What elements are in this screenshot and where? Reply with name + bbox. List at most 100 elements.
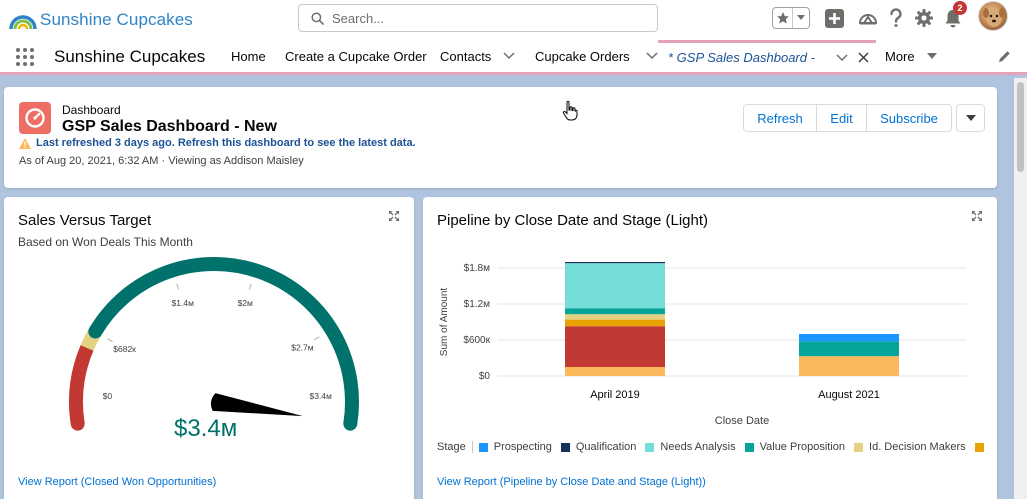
legend-label: Value Proposition xyxy=(759,441,846,453)
nav-item-cupcake-orders[interactable]: Cupcake Orders xyxy=(535,40,658,72)
chevron-down-icon[interactable] xyxy=(836,53,848,62)
favorites-menu-button[interactable] xyxy=(793,8,809,28)
bar-segment[interactable] xyxy=(565,326,665,367)
favorites-button[interactable] xyxy=(773,8,793,28)
as-of-timestamp: As of Aug 20, 2021, 6:32 AM · Viewing as… xyxy=(19,155,304,167)
nav-item-contacts[interactable]: Contacts xyxy=(440,40,515,72)
edit-button[interactable]: Edit xyxy=(817,105,867,131)
legend-label: Prospecting xyxy=(493,441,552,453)
nav-item-label: Create a Cupcake Order xyxy=(285,48,427,64)
x-axis-title: Close Date xyxy=(715,415,769,427)
bar-segment[interactable] xyxy=(565,314,665,320)
widget-title: Sales Versus Target xyxy=(18,212,152,229)
tab-label: * GSP Sales Dashboard - ... xyxy=(668,50,818,65)
mouse-cursor-icon xyxy=(562,100,578,126)
expand-icon[interactable] xyxy=(388,209,402,223)
chevron-down-icon[interactable] xyxy=(646,52,658,60)
legend-item[interactable] xyxy=(974,442,990,452)
bar-segment[interactable] xyxy=(799,334,899,342)
y-axis-title: Sum of Amount xyxy=(439,288,450,357)
gauge-value: $3.4м xyxy=(174,415,238,442)
close-icon[interactable] xyxy=(858,52,869,63)
legend-label: Needs Analysis xyxy=(660,441,736,453)
brand-logo-text: Sunshine Cupcakes xyxy=(40,10,193,29)
brand-logo[interactable]: Sunshine Cupcakes xyxy=(8,4,193,36)
legend-swatch xyxy=(645,442,655,452)
refresh-button[interactable]: Refresh xyxy=(744,105,817,131)
edit-nav-button[interactable] xyxy=(998,50,1011,68)
app-launcher-icon[interactable] xyxy=(16,48,34,66)
bar-segment[interactable] xyxy=(565,367,665,376)
nav-more-menu[interactable]: More xyxy=(885,40,937,72)
nav-item-label: Home xyxy=(231,48,266,64)
chevron-down-icon xyxy=(797,15,805,20)
app-nav-bar: Sunshine Cupcakes Home Create a Cupcake … xyxy=(0,40,1027,75)
global-search[interactable] xyxy=(298,4,658,32)
bar-segment[interactable] xyxy=(565,308,665,315)
gauge-tick xyxy=(314,336,320,341)
search-input[interactable] xyxy=(332,10,632,26)
nav-more-label: More xyxy=(885,48,915,64)
caret-down-icon xyxy=(965,115,976,121)
bar-segment[interactable] xyxy=(565,263,665,309)
gear-icon xyxy=(915,9,933,27)
view-report-link[interactable]: View Report (Closed Won Opportunities) xyxy=(18,476,217,488)
dashboard-header: Dashboard GSP Sales Dashboard - New Last… xyxy=(4,87,997,188)
view-report-link[interactable]: View Report (Pipeline by Close Date and … xyxy=(437,476,706,488)
nav-item-create-cupcake-order[interactable]: Create a Cupcake Order xyxy=(285,40,427,72)
gauge-tick-label: $2.7м xyxy=(291,342,314,352)
gauge-band xyxy=(88,257,359,431)
user-avatar[interactable] xyxy=(978,1,1008,31)
bar-segment[interactable] xyxy=(565,262,665,264)
global-header: Sunshine Cupcakes xyxy=(0,0,1027,40)
help-button[interactable] xyxy=(886,8,906,28)
pipeline-widget: Pipeline by Close Date and Stage (Light)… xyxy=(423,197,997,499)
legend-item[interactable]: Id. Decision Makers xyxy=(854,441,966,453)
page-type-label: Dashboard xyxy=(62,103,121,117)
nav-item-home[interactable]: Home xyxy=(231,40,266,72)
pipeline-bar-chart: $0 $600к $1.2м $1.8м Sum of Amount Close Date… xyxy=(439,262,966,427)
sunshine-logo-icon xyxy=(9,15,37,30)
star-icon xyxy=(776,12,789,24)
tab-gsp-sales-dashboard[interactable]: * GSP Sales Dashboard - ... xyxy=(658,40,876,72)
expand-icon[interactable] xyxy=(971,209,985,223)
subscribe-button[interactable]: Subscribe xyxy=(880,110,938,126)
legend-label: Id. Decision Makers xyxy=(869,441,966,453)
app-name: Sunshine Cupcakes xyxy=(54,47,206,66)
global-actions-button[interactable] xyxy=(824,8,844,28)
warning-text: Last refreshed 3 days ago. Refresh this … xyxy=(36,137,416,149)
legend-swatch xyxy=(560,442,570,452)
legend-item[interactable]: Value Proposition xyxy=(744,441,846,453)
warning-icon xyxy=(19,137,31,149)
y-tick-label: $600к xyxy=(463,335,490,346)
bar-segment[interactable] xyxy=(799,356,899,376)
widget-title: Pipeline by Close Date and Stage (Light) xyxy=(437,212,708,229)
chevron-down-icon[interactable] xyxy=(503,52,515,60)
gauge-tick-label: $2м xyxy=(238,298,253,308)
page-title: GSP Sales Dashboard - New xyxy=(62,118,277,135)
legend-swatch xyxy=(478,442,488,452)
legend-item[interactable]: Qualification xyxy=(560,441,636,453)
nav-item-label: Contacts xyxy=(440,48,492,64)
bar-segment[interactable] xyxy=(565,319,665,327)
trailhead-button[interactable] xyxy=(858,8,878,28)
add-icon xyxy=(824,8,844,28)
setup-button[interactable] xyxy=(914,8,934,28)
widget-subtitle: Based on Won Deals This Month xyxy=(18,235,193,249)
legend-item[interactable]: Prospecting xyxy=(478,441,552,453)
dashboard-action-buttons: Refresh Edit Subscribe xyxy=(743,104,952,132)
y-tick-label: $1.2м xyxy=(464,299,490,310)
favorites-button-group xyxy=(772,7,810,29)
page-scrollbar[interactable] xyxy=(1014,78,1027,499)
help-icon xyxy=(890,8,902,27)
gauge-chart: $0 $682к $1.4м $2м $2.7м $3.4м xyxy=(69,257,359,431)
more-actions-button[interactable] xyxy=(956,104,985,132)
gauge-needle xyxy=(210,393,303,417)
gauge-tick-label: $682к xyxy=(113,344,136,354)
scrollbar-thumb[interactable] xyxy=(1017,82,1024,172)
legend-item[interactable]: Needs Analysis xyxy=(645,441,736,453)
bar-segment[interactable] xyxy=(799,341,899,357)
trailhead-icon xyxy=(858,14,878,25)
search-icon xyxy=(311,11,324,25)
notification-count-badge: 2 xyxy=(953,1,967,15)
